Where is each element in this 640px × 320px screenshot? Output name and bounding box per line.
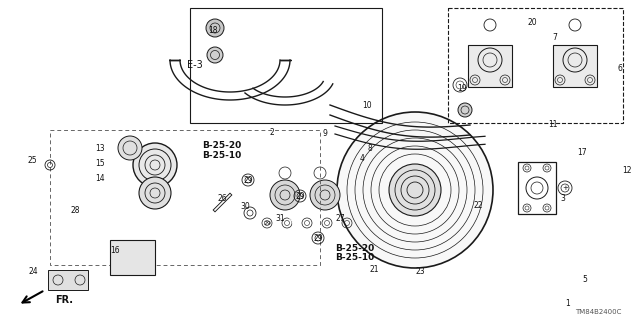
Text: B-25-20: B-25-20 [202,140,242,149]
Text: 9: 9 [323,129,328,138]
Circle shape [118,136,142,160]
Text: TM84B2400C: TM84B2400C [575,309,621,315]
Circle shape [206,19,224,37]
Bar [48,270,88,290]
Bar [468,45,512,87]
Bar [190,8,382,123]
Text: 6: 6 [618,63,623,73]
Text: 23: 23 [415,268,425,276]
Circle shape [207,47,223,63]
Text: 3: 3 [561,194,565,203]
Bar [50,130,320,265]
Text: 29: 29 [313,234,323,243]
Text: 25: 25 [27,156,37,164]
Text: 14: 14 [95,173,105,182]
Text: B-25-10: B-25-10 [335,253,374,262]
Text: 24: 24 [28,268,38,276]
Text: 13: 13 [95,143,105,153]
Text: 29: 29 [243,175,253,185]
Text: 1: 1 [566,299,570,308]
Circle shape [133,143,177,187]
Text: FR.: FR. [55,295,73,305]
Text: 29: 29 [295,191,305,201]
Text: +: + [562,185,568,191]
Circle shape [310,180,340,210]
Text: 22: 22 [473,201,483,210]
Text: 19: 19 [457,84,467,92]
Text: 11: 11 [548,119,557,129]
Text: 10: 10 [362,100,372,109]
Text: B-25-10: B-25-10 [202,150,242,159]
Text: 18: 18 [208,26,218,35]
Text: 31: 31 [275,213,285,222]
Text: B-25-20: B-25-20 [335,244,374,252]
Text: 16: 16 [110,245,120,254]
Bar [110,240,155,275]
Polygon shape [138,175,178,255]
Text: 30: 30 [240,202,250,211]
Text: 28: 28 [70,205,80,214]
Circle shape [458,103,472,117]
Text: 5: 5 [582,276,588,284]
Text: 27: 27 [335,213,345,222]
Text: 12: 12 [622,165,632,174]
Circle shape [337,112,493,268]
Text: 15: 15 [95,158,105,167]
Text: 8: 8 [367,143,372,153]
Circle shape [389,164,441,216]
Text: 29: 29 [263,220,271,226]
Text: 7: 7 [552,33,557,42]
Text: 26: 26 [217,194,227,203]
Polygon shape [255,173,360,217]
Text: 20: 20 [527,18,537,27]
Text: 21: 21 [369,266,379,275]
Text: 17: 17 [577,148,587,156]
Circle shape [139,177,171,209]
Bar [448,8,623,123]
Text: 2: 2 [269,127,275,137]
Circle shape [270,180,300,210]
Text: 4: 4 [360,154,364,163]
Bar [553,45,597,87]
Text: E-3: E-3 [187,60,203,70]
Bar [518,162,556,214]
